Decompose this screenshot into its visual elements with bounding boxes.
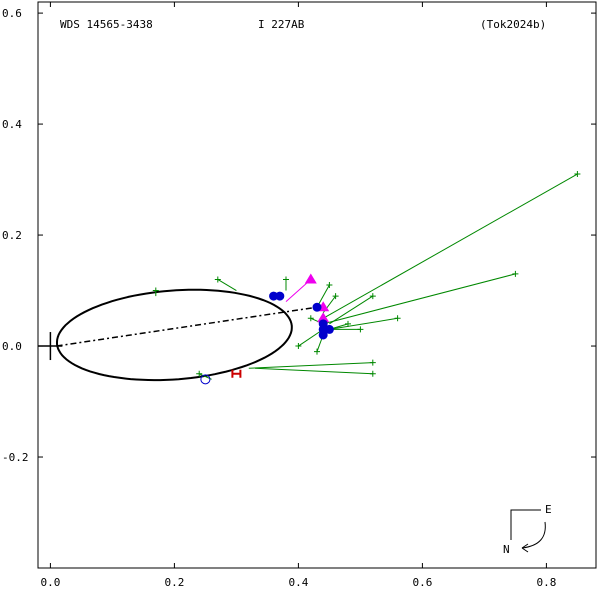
x-tick-label: 0.6 [412,576,432,589]
micrometer-point [283,276,289,283]
micrometer-point [326,282,333,288]
x-tick-label: 0.4 [288,576,308,589]
compass-north-label: N [503,543,510,556]
micrometer-point [332,293,339,300]
axis-ticks: 0.0 0.2 0.4 0.6 0.8 0.6 0.4 0.2 0.0 -0.2 [2,2,596,589]
residual-line [323,273,516,325]
discoverer-designation: I 227AB [258,18,305,31]
compass-arrow-head [521,543,529,553]
micrometer-point [196,370,203,377]
triangle-point [304,273,317,284]
speckle-point [324,324,334,334]
micrometer-point [295,343,302,350]
y-tick-label: 0.4 [2,118,22,131]
y-tick-label: -0.2 [2,451,29,464]
residual-line [298,328,324,347]
compass-east-arm [510,509,541,540]
residual-line [329,295,374,325]
orbit-layer [38,288,318,382]
micrometer-point [394,315,401,322]
triangle-point [317,312,330,323]
micrometer-point [369,370,376,377]
micrometer-point [214,276,221,283]
residual-line [254,367,373,375]
marker-layer [152,171,581,385]
residual-line [329,317,398,330]
y-tick-label: 0.6 [2,7,22,20]
compass-rotation-arrow [521,521,546,549]
orbit-reference: (Tok2024b) [480,18,546,31]
open-speckle-point [200,374,211,385]
line-of-nodes [56,306,318,347]
micrometer-point [512,270,519,277]
y-tick-label: 0.2 [2,229,22,242]
compass-east-label: E [545,503,552,516]
residual-line [248,362,373,369]
speckle-point [275,291,285,301]
speckle-point [318,330,328,340]
y-tick-label: 0.0 [2,340,22,353]
speckle-point [269,291,279,301]
micrometer-point [152,287,159,294]
micrometer-point [574,171,581,178]
wds-identifier: WDS 14565-3438 [60,18,153,31]
x-tick-label: 0.0 [40,576,60,589]
micrometer-point [369,293,376,300]
residual-layer [155,173,578,380]
hipparcos-point [231,369,242,378]
micrometer-point [307,315,314,322]
residual-line [322,173,578,319]
micrometer-point [314,348,320,355]
residual-line [217,279,237,291]
x-tick-label: 0.8 [536,576,556,589]
compass: E N [503,503,552,556]
speckle-point [312,302,322,312]
orbit-ellipse [56,288,293,382]
micrometer-point [357,326,364,333]
micrometer-point [369,359,376,366]
micrometer-point [345,320,351,327]
x-tick-label: 0.2 [164,576,184,589]
plot-frame [37,1,597,569]
